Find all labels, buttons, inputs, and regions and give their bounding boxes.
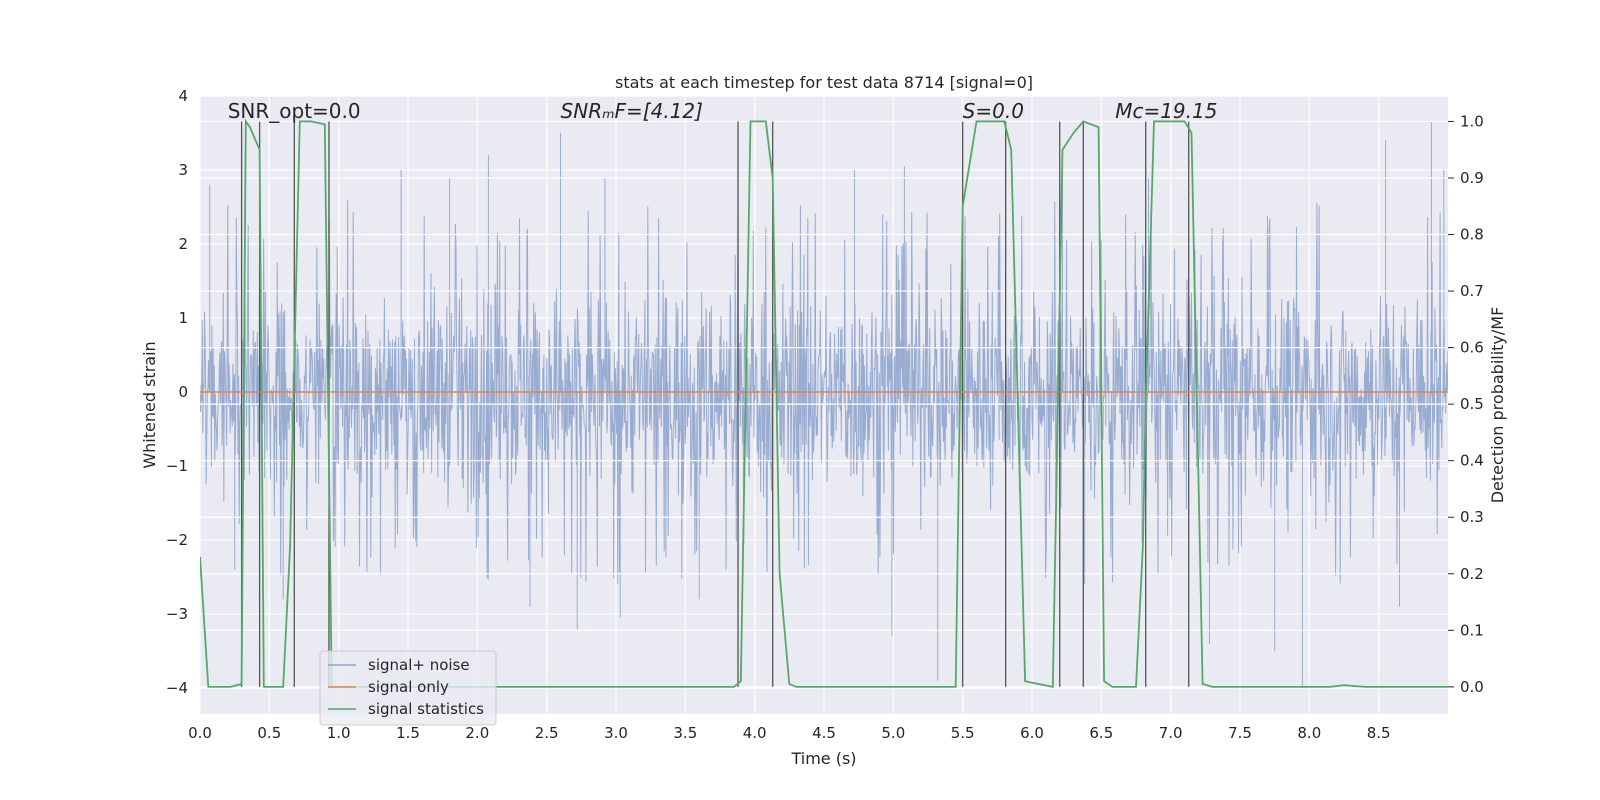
x-tick-label: 2.0 [465, 724, 489, 742]
y-left-tick-label: 2 [178, 235, 188, 253]
x-tick-label: 5.5 [951, 724, 975, 742]
annotation-s-stat: S=0.0 [963, 99, 1024, 123]
y-left-axis-ticks: −4 −3 −2 −1 0 1 2 3 4 [166, 87, 188, 697]
x-tick-label: 6.0 [1020, 724, 1044, 742]
x-tick-label: 1.0 [327, 724, 351, 742]
y-left-tick-label: −2 [166, 531, 188, 549]
legend-label-signal: signal only [368, 678, 449, 696]
y-right-axis-ticks: 0.0 0.1 0.2 0.3 0.4 0.5 0.6 0.7 0.8 0.9 1.0 [1448, 112, 1484, 696]
x-axis-ticks: 0.0 0.5 1.0 1.5 2.0 2.5 3.0 3.5 4.0 4.5 5.0 5.5 6.0 6… [188, 724, 1391, 742]
x-tick-label: 8.0 [1297, 724, 1321, 742]
y-right-tick-label: 0.8 [1460, 226, 1484, 244]
x-tick-label: 0.0 [188, 724, 212, 742]
y-right-tick-label: 0.7 [1460, 282, 1484, 300]
y-right-tick-label: 0.9 [1460, 169, 1484, 187]
y-right-tick-label: 0.3 [1460, 508, 1484, 526]
y-right-tick-label: 0.1 [1460, 621, 1484, 639]
y-left-axis-label: Whitened strain [140, 341, 159, 468]
legend-box [319, 650, 497, 726]
x-tick-label: 7.0 [1159, 724, 1183, 742]
y-left-tick-label: 1 [178, 309, 188, 327]
y-right-tick-label: 0.4 [1460, 452, 1484, 470]
y-right-tick-label: 1.0 [1460, 112, 1484, 130]
stat-line [200, 118, 1448, 689]
y-right-axis-label: Detection probability/MF [1488, 307, 1507, 504]
annotations: SNR_opt=0.0 SNRₘF=[4.12] S=0.0 Mᴄ=19.15 [228, 99, 1218, 123]
x-tick-label: 1.5 [396, 724, 420, 742]
y-right-tick-label: 0.0 [1460, 678, 1484, 696]
y-left-tick-label: 4 [178, 87, 188, 105]
chart-title: stats at each timestep for test data 871… [615, 73, 1033, 92]
noise-line [200, 121, 1448, 689]
y-left-tick-label: 0 [178, 383, 188, 401]
x-tick-label: 6.5 [1089, 724, 1113, 742]
y-right-tick-label: 0.2 [1460, 565, 1484, 583]
y-left-tick-label: −4 [166, 679, 188, 697]
legend-label-stat: signal statistics [368, 700, 484, 718]
annotation-mc: Mᴄ=19.15 [1115, 99, 1217, 123]
legend-label-noise: signal+ noise [368, 656, 470, 674]
x-tick-label: 7.5 [1228, 724, 1252, 742]
x-tick-label: 5.0 [881, 724, 905, 742]
x-tick-label: 0.5 [257, 724, 281, 742]
stat-series [200, 118, 1448, 689]
x-tick-label: 4.5 [812, 724, 836, 742]
x-axis-label: Time (s) [790, 749, 856, 768]
legend: signal+ noise signal only signal statist… [319, 650, 497, 726]
annotation-snr-mf: SNRₘF=[4.12] [561, 99, 703, 123]
x-tick-label: 3.0 [604, 724, 628, 742]
x-tick-label: 4.0 [743, 724, 767, 742]
plot-content [200, 118, 1448, 689]
y-left-tick-label: 3 [178, 161, 188, 179]
x-tick-label: 2.5 [535, 724, 559, 742]
x-tick-label: 3.5 [673, 724, 697, 742]
x-tick-label: 8.5 [1367, 724, 1391, 742]
y-left-tick-label: −1 [166, 457, 188, 475]
annotation-snr-opt: SNR_opt=0.0 [228, 99, 361, 123]
y-right-tick-label: 0.6 [1460, 339, 1484, 357]
y-right-tick-label: 0.5 [1460, 395, 1484, 413]
y-left-tick-label: −3 [166, 605, 188, 623]
